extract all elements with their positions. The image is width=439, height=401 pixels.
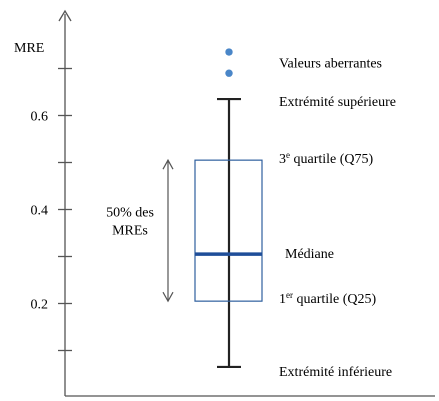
iqr-label-line2: MREs xyxy=(112,224,148,239)
iqr-arrowhead-bottom xyxy=(162,291,174,303)
y-tick-labels: 0.2 0.4 0.6 xyxy=(31,110,49,313)
y-axis-label: MRE xyxy=(14,41,44,56)
annotation-q75: 3e quartile (Q75) xyxy=(279,150,374,167)
annotation-outliers: Valeurs aberrantes xyxy=(279,57,382,72)
q25-suffix: quartile (Q25) xyxy=(293,292,377,307)
y-tick-label: 0.6 xyxy=(31,110,49,125)
outlier-point xyxy=(225,48,233,56)
y-tick-label: 0.4 xyxy=(31,204,49,219)
y-tick-label: 0.2 xyxy=(31,298,49,313)
y-ticks xyxy=(58,67,72,352)
annotation-q25: 1er quartile (Q25) xyxy=(279,290,377,307)
annotation-lower-whisker: Extrémité inférieure xyxy=(279,365,392,380)
annotations: Valeurs aberrantes Extrémité supérieure … xyxy=(279,57,396,380)
iqr-label-line1: 50% des xyxy=(106,206,154,221)
y-axis-arrowhead xyxy=(58,9,72,22)
q75-prefix: 3 xyxy=(279,152,286,167)
annotation-upper-whisker: Extrémité supérieure xyxy=(279,95,396,110)
iqr-arrowhead-top xyxy=(162,158,174,170)
axes xyxy=(58,9,435,397)
iqr-box xyxy=(194,159,263,302)
outlier-point xyxy=(225,69,233,77)
q75-suffix: quartile (Q75) xyxy=(290,152,374,167)
q25-superscript: er xyxy=(286,290,293,300)
annotation-median: Médiane xyxy=(285,247,334,262)
iqr-bracket xyxy=(162,158,174,303)
q25-prefix: 1 xyxy=(279,292,286,307)
box-group xyxy=(194,48,263,369)
q75-superscript: e xyxy=(286,150,290,160)
